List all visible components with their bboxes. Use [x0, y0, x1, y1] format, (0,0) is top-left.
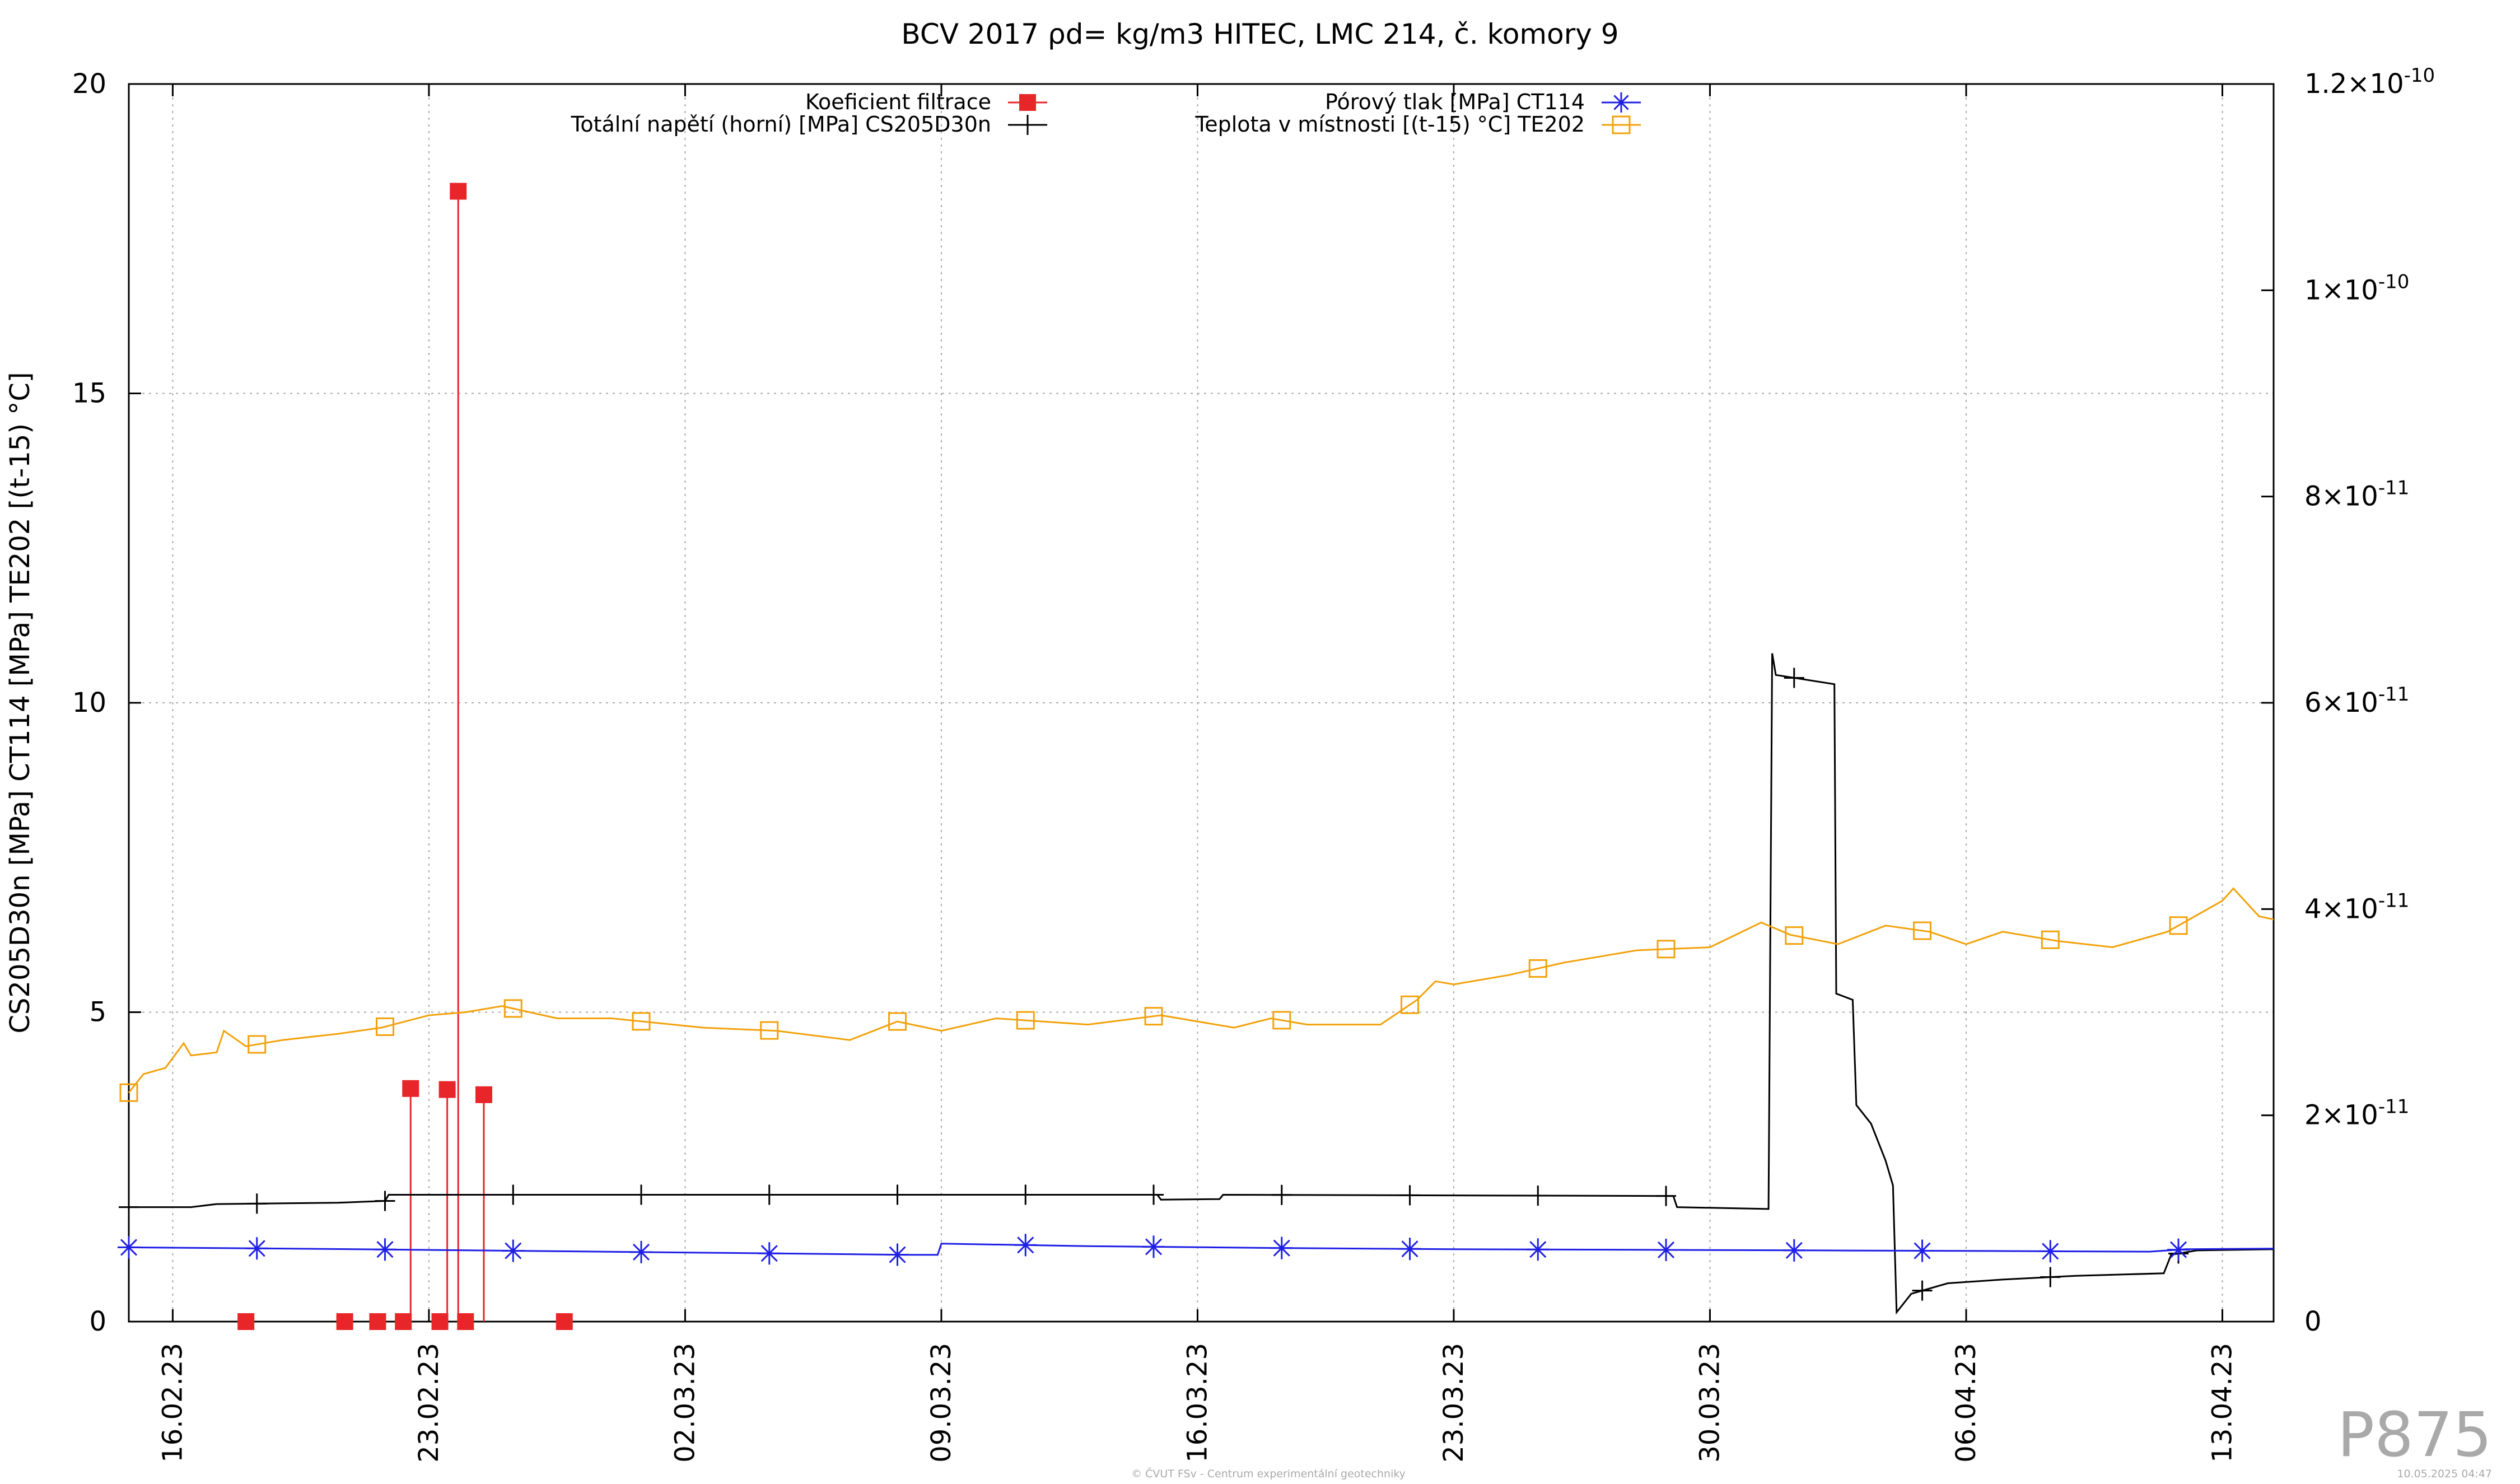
square-marker — [1401, 995, 1420, 1014]
filled-square-marker — [475, 1086, 492, 1103]
filled-square-marker — [556, 1313, 573, 1330]
footer-timestamp: 10.05.2025 04:47 — [2397, 1468, 2492, 1480]
square-marker — [119, 1083, 138, 1102]
star-marker-stroke — [1273, 1239, 1290, 1257]
star-marker-stroke — [1145, 1238, 1163, 1256]
x-tick-label: 23.02.23 — [413, 1343, 445, 1463]
y-tick-label: 0 — [89, 1306, 106, 1337]
star-marker-stroke — [1017, 1236, 1034, 1254]
filled-square-marker — [457, 1313, 474, 1330]
square-marker — [376, 1017, 395, 1036]
grid — [129, 84, 2274, 1322]
y-tick-label: 20 — [72, 68, 106, 100]
star-marker-stroke — [2042, 1243, 2059, 1260]
star-marker-stroke — [632, 1243, 650, 1261]
y2-tick-label: 2×10-11 — [2304, 1096, 2409, 1131]
filled-square-marker — [431, 1313, 449, 1330]
y2-tick-label: 8×10-11 — [2304, 477, 2409, 512]
x-tick-label: 16.02.23 — [157, 1343, 188, 1463]
watermark: P875 — [2337, 1399, 2492, 1471]
square-marker — [503, 999, 522, 1018]
star-marker-stroke — [2170, 1241, 2187, 1258]
y-tick-label: 5 — [89, 997, 106, 1028]
x-tick-label: 06.04.23 — [1950, 1343, 1982, 1463]
star-marker-stroke — [889, 1246, 906, 1263]
legend-label: Teplota v místnosti [(t-15) °C] TE202 — [1194, 112, 1585, 137]
star-marker-stroke — [1613, 95, 1629, 110]
x-tick-label: 23.03.23 — [1438, 1343, 1469, 1463]
x-tick-label: 09.03.23 — [926, 1343, 957, 1463]
y-tick-label: 15 — [72, 378, 106, 409]
square-marker — [1272, 1011, 1291, 1030]
star-marker-stroke — [1401, 1240, 1418, 1258]
square-marker — [2041, 930, 2060, 949]
filled-square-marker — [1019, 94, 1036, 111]
x-tick-label: 30.03.23 — [1694, 1343, 1725, 1463]
square-marker — [2169, 916, 2188, 935]
series-2 — [118, 1234, 2274, 1266]
y2-tick-label: 0 — [2304, 1306, 2322, 1337]
square-marker — [1785, 926, 1804, 945]
series-layer — [118, 183, 2274, 1330]
series-line — [129, 653, 2274, 1315]
series-0 — [237, 183, 573, 1330]
filled-square-marker — [336, 1313, 353, 1330]
square-marker — [1144, 1007, 1163, 1026]
star-marker-stroke — [376, 1241, 394, 1258]
legend-label: Koeficient filtrace — [805, 90, 991, 114]
star-marker-stroke — [1657, 1241, 1675, 1259]
legend-label: Pórový tlak [MPa] CT114 — [1325, 90, 1585, 114]
y2-tick-label: 4×10-11 — [2304, 889, 2409, 925]
square-marker — [1528, 959, 1547, 978]
x-axis: 16.02.23 23.02.23 02.03.23 09.03.23 16.03.23… — [157, 84, 2238, 1463]
y2-tick-label: 1×10-10 — [2304, 270, 2409, 306]
filled-square-marker — [438, 1081, 456, 1098]
star-marker-stroke — [120, 1239, 138, 1256]
filled-square-marker — [237, 1313, 255, 1330]
filled-square-marker — [369, 1313, 386, 1330]
footer-credit: © ČVUT FSv - Centrum experimentální geot… — [1131, 1467, 1406, 1480]
star-marker-stroke — [1785, 1242, 1803, 1259]
x-tick-label: 02.03.23 — [669, 1343, 701, 1463]
star-marker-stroke — [1914, 1242, 1931, 1259]
y-axis-label: CS205D30n [MPa] CT114 [MPa] TE202 [(t-15… — [4, 372, 36, 1033]
square-marker — [632, 1012, 651, 1031]
legend-label: Totální napětí (horní) [MPa] CS205D30n — [571, 112, 991, 137]
square-marker — [888, 1012, 907, 1031]
filled-square-marker — [402, 1080, 419, 1097]
y-tick-label: 10 — [72, 687, 106, 718]
chart-title: BCV 2017 ρd= kg/m3 HITEC, LMC 214, č. ko… — [901, 18, 1618, 50]
square-marker — [760, 1021, 779, 1040]
y-axis-left: 0 5 10 15 20 — [72, 68, 141, 1337]
star-marker-stroke — [505, 1242, 522, 1259]
square-marker — [1612, 115, 1631, 134]
star-marker-stroke — [1529, 1241, 1547, 1258]
square-marker — [1656, 940, 1676, 959]
y-axis-right: 0 2×10-11 4×10-11 6×10-11 8×10-11 1×10-10 1.2×… — [2261, 64, 2435, 1337]
square-marker — [248, 1035, 267, 1054]
x-tick-label: 13.04.23 — [2206, 1343, 2238, 1463]
y2-tick-label: 1.2×10-10 — [2304, 64, 2435, 100]
x-tick-label: 16.03.23 — [1182, 1343, 1213, 1463]
filled-square-marker — [450, 183, 467, 200]
filled-square-marker — [395, 1313, 412, 1330]
series-line — [128, 887, 2274, 1094]
square-marker — [1913, 921, 1932, 940]
square-marker — [1016, 1011, 1035, 1030]
series-3 — [119, 887, 2274, 1102]
star-marker-stroke — [248, 1240, 265, 1257]
star-marker-stroke — [760, 1245, 778, 1262]
y2-tick-label: 6×10-11 — [2304, 683, 2409, 718]
